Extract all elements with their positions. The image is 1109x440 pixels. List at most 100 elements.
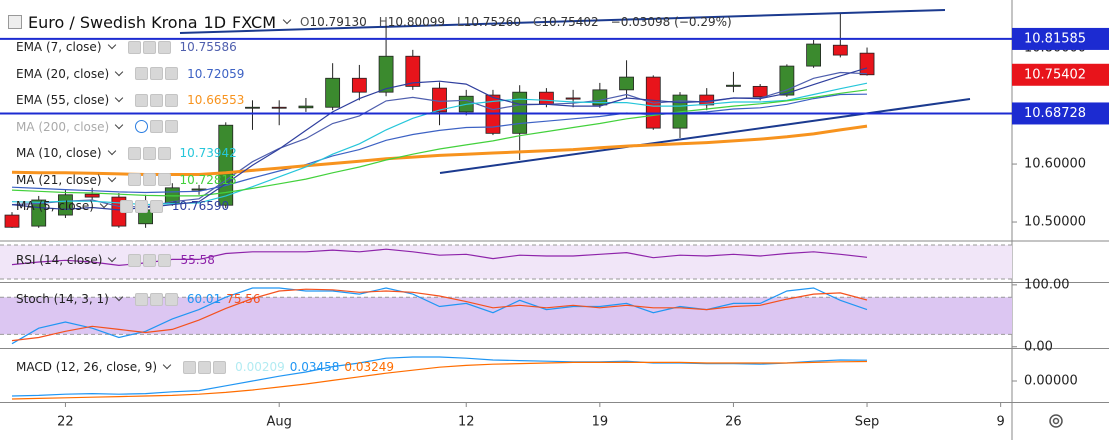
legend-icon[interactable] bbox=[198, 360, 212, 374]
legend-icon[interactable] bbox=[157, 40, 171, 54]
y-tick-label: 100.00 bbox=[1024, 277, 1070, 292]
price-label-box bbox=[1012, 102, 1109, 125]
legend-value: 10.72815 bbox=[179, 172, 237, 187]
x-tick-label: 26 bbox=[725, 415, 742, 430]
legend-value: 0.00209 bbox=[235, 360, 285, 374]
indicator-line bbox=[11, 360, 868, 400]
legend-icon[interactable] bbox=[119, 199, 133, 213]
legend-value: 75.56 bbox=[226, 292, 261, 306]
legend-icon[interactable] bbox=[150, 67, 164, 80]
candle-body bbox=[351, 77, 367, 93]
legend-value: 10.75586 bbox=[179, 40, 237, 54]
legend-icon[interactable] bbox=[143, 253, 157, 267]
gear-ring[interactable] bbox=[1049, 414, 1063, 428]
legend-icon[interactable] bbox=[142, 146, 156, 160]
symbol-title: Euro / Swedish Krona bbox=[28, 12, 198, 32]
ohlc-value: 10.79130 bbox=[309, 15, 367, 29]
x-tick-label: Sep bbox=[855, 415, 880, 430]
legend-icon[interactable] bbox=[149, 292, 163, 306]
candle-body bbox=[779, 65, 795, 96]
settings-icon[interactable] bbox=[1049, 414, 1063, 428]
candle-body bbox=[539, 91, 554, 105]
legend-icons bbox=[183, 360, 227, 374]
legend-name: MA (200, close) bbox=[16, 119, 110, 134]
indicator-line bbox=[11, 288, 868, 342]
ohlc-key: H bbox=[378, 15, 388, 29]
legend-value: 10.72059 bbox=[187, 66, 245, 81]
price-label: 10.81585 bbox=[1024, 31, 1086, 46]
candle-body bbox=[58, 194, 73, 216]
y-tick-label: 10.60000 bbox=[1024, 157, 1086, 172]
ohlc-key: C bbox=[532, 15, 542, 29]
x-tick-label: 22 bbox=[57, 415, 74, 430]
legend-icon[interactable] bbox=[165, 120, 179, 133]
legend-value: 0.03249 bbox=[344, 360, 394, 374]
legend-icon[interactable] bbox=[128, 253, 142, 267]
legend-icon[interactable] bbox=[213, 360, 227, 374]
interval[interactable]: 1D bbox=[203, 12, 227, 32]
legend-icons bbox=[135, 120, 179, 133]
legend-row: EMA (55, close) 10.66553 bbox=[16, 91, 244, 109]
legend-icons bbox=[135, 67, 179, 80]
candle-body bbox=[378, 55, 394, 93]
header-icon[interactable] bbox=[8, 15, 22, 29]
candle-body bbox=[218, 124, 234, 206]
legend-icon[interactable] bbox=[142, 40, 156, 54]
legend-name: MA (5, close) bbox=[16, 199, 94, 213]
chevron bbox=[162, 360, 172, 370]
ohlc-key: O bbox=[300, 15, 310, 29]
candle-body bbox=[619, 76, 634, 91]
legend-icon[interactable] bbox=[135, 67, 149, 80]
legend-icon[interactable] bbox=[134, 292, 148, 306]
legend-icons bbox=[134, 292, 178, 306]
legend-icon[interactable] bbox=[158, 253, 172, 267]
legend-icon[interactable] bbox=[149, 199, 163, 213]
legend-icon[interactable] bbox=[127, 40, 141, 54]
legend-icon[interactable] bbox=[157, 146, 171, 160]
candle-body bbox=[245, 106, 260, 109]
chevron bbox=[107, 146, 116, 156]
chevron bbox=[107, 40, 116, 50]
candle-body bbox=[832, 44, 848, 56]
legend-name: EMA (7, close) bbox=[16, 40, 102, 54]
legend-icon[interactable] bbox=[150, 120, 164, 133]
legend-name: EMA (20, close) bbox=[16, 66, 110, 81]
legend-icon[interactable] bbox=[134, 199, 148, 213]
legend-icon[interactable] bbox=[164, 292, 178, 306]
legend-icon[interactable] bbox=[150, 93, 164, 107]
legend-row: MA (5, close) 10.76590 bbox=[16, 197, 229, 215]
legend-icon[interactable] bbox=[135, 93, 149, 107]
legend-icons bbox=[128, 253, 172, 267]
candle-body bbox=[806, 43, 821, 67]
chevron[interactable] bbox=[282, 15, 292, 25]
candle-body bbox=[84, 193, 100, 198]
legend-row: MA (200, close) bbox=[16, 118, 182, 136]
price-label-box bbox=[1012, 27, 1109, 50]
x-tick-label: 9 bbox=[996, 415, 1004, 430]
legend-name: Stoch (14, 3, 1) bbox=[16, 292, 109, 306]
ohlc-value: 10.75260 bbox=[463, 15, 521, 29]
legend-icon[interactable] bbox=[135, 120, 149, 133]
legend-icon[interactable] bbox=[165, 67, 179, 80]
legend-icons bbox=[119, 199, 163, 213]
legend-icon[interactable] bbox=[127, 146, 141, 160]
legend-icon[interactable] bbox=[165, 93, 179, 107]
legend-icon[interactable] bbox=[183, 360, 197, 374]
ohlc-value: 10.75402 bbox=[541, 15, 599, 29]
indicator-line bbox=[11, 287, 868, 345]
gear-hub[interactable] bbox=[1052, 417, 1060, 425]
legend-icon[interactable] bbox=[127, 173, 141, 186]
legend-icon[interactable] bbox=[142, 173, 156, 186]
legend-icon[interactable] bbox=[157, 173, 171, 186]
legend-row: EMA (20, close) 10.72059 bbox=[16, 65, 244, 83]
legend-row: MA (21, close) 10.72815 bbox=[16, 171, 237, 189]
source: FXCM bbox=[232, 12, 277, 32]
legend-value: 10.73942 bbox=[179, 146, 237, 160]
legend-value: 10.76590 bbox=[171, 199, 230, 213]
chevron bbox=[114, 67, 124, 76]
candle-body bbox=[859, 52, 875, 76]
legend-value: 10.66553 bbox=[187, 93, 245, 107]
legend-name: MA (21, close) bbox=[16, 172, 102, 187]
legend-name: MA (10, close) bbox=[16, 146, 102, 160]
